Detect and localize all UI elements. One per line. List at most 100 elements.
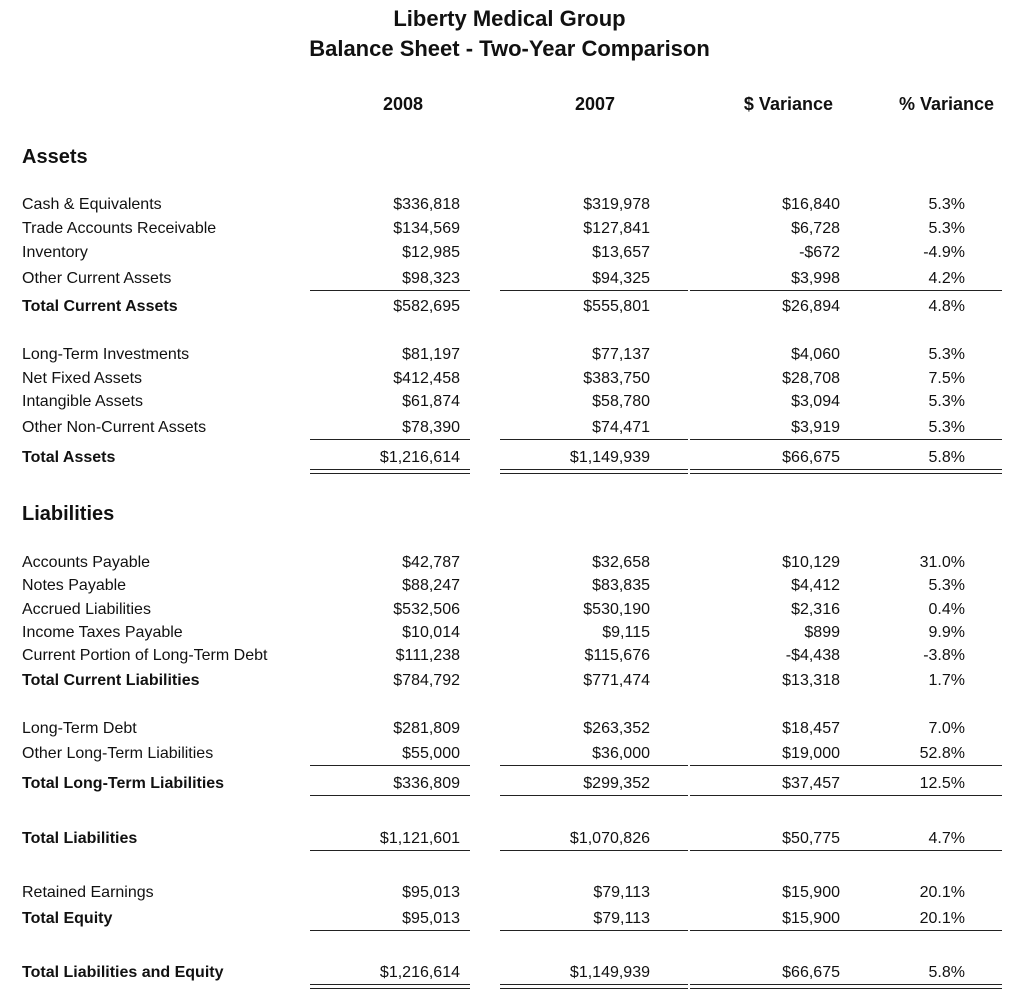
- total-row: Total Liabilities $1,121,601 $1,070,826 $50…: [0, 830, 1019, 852]
- value-dollar-variance: $15,900: [782, 884, 840, 901]
- underline-rule: [310, 439, 470, 440]
- row-label: Cash & Equivalents: [22, 196, 162, 213]
- value-2008: $412,458: [393, 370, 460, 387]
- underline-rule: [310, 795, 470, 796]
- table-row: Retained Earnings $95,013 $79,113 $15,900 20…: [0, 884, 1019, 906]
- double-underline-rule: [310, 984, 470, 989]
- row-label: Income Taxes Payable: [22, 624, 183, 641]
- value-dollar-variance: $18,457: [782, 720, 840, 737]
- value-2008: $1,121,601: [379, 830, 460, 847]
- value-2007: $530,190: [583, 601, 650, 618]
- value-dollar-variance: -$4,438: [785, 647, 840, 664]
- value-percent-variance: 9.9%: [928, 624, 965, 641]
- row-label: Accrued Liabilities: [22, 601, 151, 618]
- value-dollar-variance: $28,708: [782, 370, 840, 387]
- underline-rule: [876, 439, 1002, 440]
- value-2007: $299,352: [583, 775, 650, 792]
- value-2008: $582,695: [393, 298, 460, 315]
- value-2007: $319,978: [583, 196, 650, 213]
- value-percent-variance: 5.3%: [928, 419, 965, 436]
- value-percent-variance: 5.3%: [928, 346, 965, 363]
- value-dollar-variance: $13,318: [782, 672, 840, 689]
- value-2008: $88,247: [402, 577, 460, 594]
- underline-rule: [310, 765, 470, 766]
- value-dollar-variance: $16,840: [782, 196, 840, 213]
- table-row: Other Current Assets $98,323 $94,325 $3,998…: [0, 270, 1019, 292]
- underline-rule: [876, 290, 1002, 291]
- table-row: Long-Term Investments $81,197 $77,137 $4,06…: [0, 346, 1019, 368]
- value-dollar-variance: $37,457: [782, 775, 840, 792]
- value-percent-variance: 20.1%: [919, 884, 965, 901]
- value-percent-variance: 5.3%: [928, 220, 965, 237]
- row-label: Inventory: [22, 244, 88, 261]
- underline-rule: [690, 765, 878, 766]
- row-label: Long-Term Investments: [22, 346, 190, 363]
- value-2007: $9,115: [602, 624, 650, 641]
- double-underline-rule: [876, 984, 1002, 989]
- value-2007: $115,676: [584, 647, 650, 664]
- value-percent-variance: 5.8%: [928, 449, 965, 466]
- double-underline-rule: [500, 984, 688, 989]
- total-row: Total Equity $95,013 $79,113 $15,900 20.1%: [0, 910, 1019, 932]
- value-2008: $55,000: [402, 745, 460, 762]
- value-dollar-variance: $3,998: [791, 270, 840, 287]
- underline-rule: [500, 765, 688, 766]
- value-2007: $94,325: [592, 270, 650, 287]
- total-row: Total Assets $1,216,614 $1,149,939 $66,675 5…: [0, 449, 1019, 471]
- table-row: Accounts Payable $42,787 $32,658 $10,129 31.…: [0, 554, 1019, 576]
- row-label: Net Fixed Assets: [22, 370, 143, 387]
- value-2008: $784,792: [393, 672, 460, 689]
- value-2008: $98,323: [402, 270, 460, 287]
- underline-rule: [690, 795, 878, 796]
- value-percent-variance: 5.3%: [928, 577, 965, 594]
- value-2008: $336,818: [393, 196, 460, 213]
- value-2008: $1,216,614: [379, 449, 460, 466]
- value-2008: $134,569: [393, 220, 460, 237]
- underline-rule: [690, 439, 878, 440]
- total-row: Total Long-Term Liabilities $336,809 $299,…: [0, 775, 1019, 797]
- section-heading-assets: Assets: [22, 146, 88, 168]
- value-dollar-variance: $2,316: [791, 601, 840, 618]
- value-percent-variance: 7.0%: [928, 720, 965, 737]
- value-dollar-variance: $66,675: [782, 964, 840, 981]
- value-2007: $263,352: [583, 720, 650, 737]
- underline-rule: [876, 850, 1002, 851]
- underline-rule: [500, 795, 688, 796]
- value-2007: $1,070,826: [569, 830, 650, 847]
- value-2008: $42,787: [402, 554, 460, 571]
- value-2007: $58,780: [592, 393, 650, 410]
- value-dollar-variance: $6,728: [791, 220, 840, 237]
- value-2007: $13,657: [592, 244, 650, 261]
- value-2007: $555,801: [583, 298, 650, 315]
- value-2008: $1,216,614: [379, 964, 460, 981]
- row-label: Notes Payable: [22, 577, 127, 594]
- table-row: Other Non-Current Assets $78,390 $74,471 $3…: [0, 419, 1019, 441]
- table-row: Income Taxes Payable $10,014 $9,115 $899 9.9…: [0, 624, 1019, 646]
- underline-rule: [500, 439, 688, 440]
- row-label: Total Equity: [22, 910, 113, 927]
- value-2007: $1,149,939: [569, 964, 650, 981]
- column-header-2007: 2007: [574, 94, 615, 114]
- value-dollar-variance: $899: [804, 624, 840, 641]
- value-percent-variance: 4.2%: [928, 270, 965, 287]
- underline-rule: [310, 850, 470, 851]
- underline-rule: [500, 930, 688, 931]
- report-subtitle: Balance Sheet - Two-Year Comparison: [309, 36, 710, 61]
- underline-rule: [690, 850, 878, 851]
- underline-rule: [690, 290, 878, 291]
- total-row: Total Current Assets $582,695 $555,801 $26,…: [0, 298, 1019, 320]
- value-percent-variance: 5.8%: [928, 964, 965, 981]
- row-label: Total Liabilities: [22, 830, 138, 847]
- double-underline-rule: [500, 469, 688, 474]
- value-percent-variance: 0.4%: [928, 601, 965, 618]
- value-percent-variance: 5.3%: [928, 196, 965, 213]
- double-underline-rule: [690, 469, 878, 474]
- value-dollar-variance: $3,094: [791, 393, 840, 410]
- table-row: Net Fixed Assets $412,458 $383,750 $28,708 7…: [0, 370, 1019, 392]
- column-header-percent-variance: % Variance: [898, 94, 994, 114]
- underline-rule: [876, 765, 1002, 766]
- value-2007: $127,841: [583, 220, 650, 237]
- underline-rule: [876, 795, 1002, 796]
- underline-rule: [690, 930, 878, 931]
- value-percent-variance: 7.5%: [928, 370, 965, 387]
